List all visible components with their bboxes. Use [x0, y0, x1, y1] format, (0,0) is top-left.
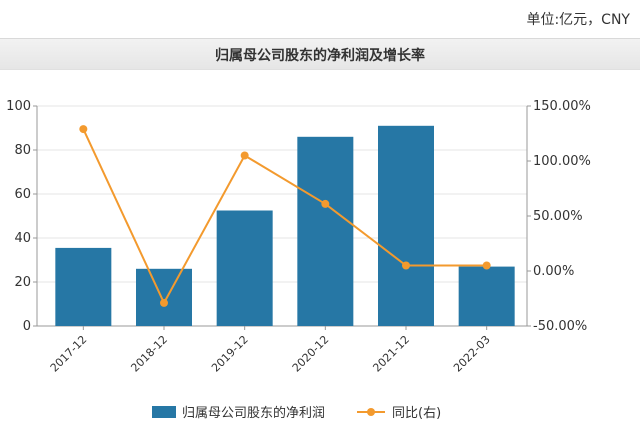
legend-bar-swatch — [152, 406, 176, 418]
title-bar: 归属母公司股东的净利润及增长率 — [0, 38, 640, 70]
x-tick-label: 2019-12 — [209, 333, 251, 375]
y-left-tick-label: 60 — [14, 187, 31, 202]
x-tick-label: 2022-03 — [451, 333, 493, 375]
bar — [378, 125, 434, 326]
y-right-tick-label: 50.00% — [533, 209, 583, 224]
bar — [216, 210, 273, 326]
y-left-tick-label: 40 — [14, 231, 31, 246]
y-right-tick-label: 100.00% — [533, 154, 591, 169]
bar — [136, 268, 192, 326]
y-right-tick-label: 150.00% — [533, 99, 591, 114]
bar — [55, 247, 112, 326]
legend-line-label: 同比(右) — [392, 406, 441, 421]
unit-label: 单位:亿元，CNY — [526, 12, 630, 28]
y-right-tick-label: 0.00% — [533, 264, 574, 279]
x-tick-label: 2020-12 — [290, 333, 332, 375]
growth-point — [79, 125, 88, 134]
growth-point — [160, 298, 168, 307]
x-tick-label: 2021-12 — [370, 333, 412, 375]
y-left-tick-label: 100 — [6, 99, 31, 114]
bar — [458, 266, 515, 326]
legend-line-marker — [367, 408, 375, 416]
y-left-tick-label: 20 — [14, 275, 31, 290]
x-tick-label: 2017-12 — [48, 333, 90, 375]
y-right-tick-label: -50.00% — [533, 319, 587, 334]
growth-line — [82, 128, 487, 306]
x-tick-label: 2018-12 — [128, 333, 170, 375]
chart-title: 归属母公司股东的净利润及增长率 — [215, 48, 425, 64]
growth-point — [321, 199, 330, 208]
y-left-tick-label: 80 — [14, 143, 31, 158]
growth-point — [482, 261, 491, 270]
growth-point — [402, 261, 410, 270]
y-left-tick-label: 0 — [23, 319, 31, 334]
growth-point — [240, 151, 249, 160]
legend-bar-label: 归属母公司股东的净利润 — [182, 405, 325, 421]
bar — [297, 136, 354, 326]
